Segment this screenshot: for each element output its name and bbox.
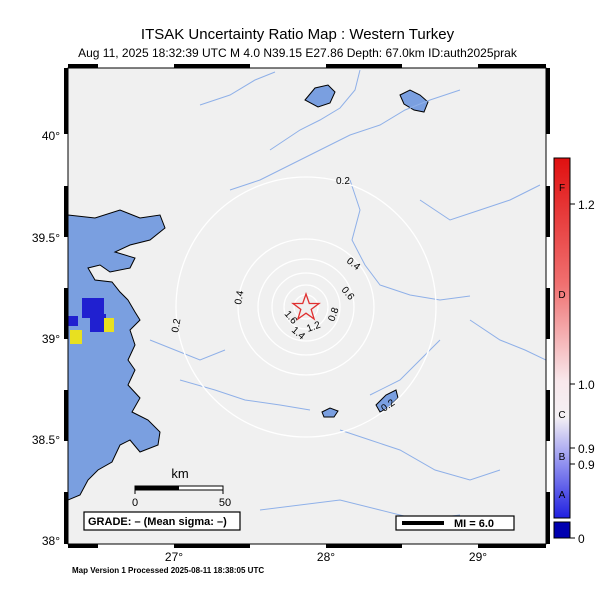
colorbar-letter: A xyxy=(559,490,566,501)
grid-cell-blue xyxy=(68,316,78,326)
lake-1 xyxy=(304,84,336,108)
lat-label: 39.5° xyxy=(32,231,60,245)
contour-label: 0.4 xyxy=(233,289,246,305)
lake-3 xyxy=(321,407,339,418)
event-info: Aug 11, 2025 18:32:39 UTC M 4.0 N39.15 E… xyxy=(78,46,517,60)
grid-cell-blue xyxy=(90,314,106,332)
lon-label: 28° xyxy=(317,550,335,564)
uncertainty-contours xyxy=(175,176,437,438)
lon-label: 29° xyxy=(469,550,487,564)
mi-legend-line xyxy=(402,521,444,525)
colorbar-floor xyxy=(553,521,571,539)
star-icon xyxy=(291,292,321,321)
lat-label: 38° xyxy=(42,534,60,548)
colorbar-letter: D xyxy=(558,290,565,301)
colorbar-value: 0 xyxy=(578,532,585,546)
colorbar-ticks xyxy=(570,203,575,539)
lat-label: 38.5° xyxy=(32,433,60,447)
colorbar-letter: B xyxy=(559,452,566,463)
scale-zero: 0 xyxy=(132,497,138,509)
colorbar-letter: F xyxy=(559,183,565,194)
frame-ticks xyxy=(64,64,550,548)
colorbar-value: 1.2 xyxy=(578,198,595,212)
contour-label: 0.8 xyxy=(326,306,341,323)
colorbar-value: 0.9 xyxy=(578,458,595,472)
grid-cell-blue xyxy=(82,298,104,318)
contour-label: 0.2 xyxy=(336,176,350,187)
lat-label: 39° xyxy=(42,332,60,346)
aegean-sea xyxy=(68,209,166,501)
land-area xyxy=(68,68,546,544)
grade-label: GRADE: – (Mean sigma: –) xyxy=(88,516,227,528)
lat-label: 40° xyxy=(42,129,60,143)
grid-cell-yellow xyxy=(104,318,114,332)
colorbar-letter: C xyxy=(558,410,565,421)
colorbar-value: 1.0 xyxy=(578,378,595,392)
colorbar xyxy=(553,157,571,519)
scale-bar: km 0 50 xyxy=(132,466,231,509)
scale-max: 50 xyxy=(219,497,231,509)
scale-unit: km xyxy=(171,466,188,481)
grade-box xyxy=(83,511,241,531)
lake-2 xyxy=(399,89,429,113)
contour-label: 0.2 xyxy=(170,317,183,333)
contour-label: 1.2 xyxy=(305,320,322,335)
map-title: ITSAK Uncertainty Ratio Map : Western Tu… xyxy=(140,26,455,43)
lon-label: 27° xyxy=(165,550,183,564)
processing-footer: Map Version 1 Processed 2025-08-11 18:38… xyxy=(72,566,265,575)
colorbar-value: 0.9 xyxy=(578,442,595,456)
grid-cell-yellow xyxy=(70,330,82,344)
mi-label: MI = 6.0 xyxy=(454,518,494,530)
mi-legend-box xyxy=(395,515,515,531)
